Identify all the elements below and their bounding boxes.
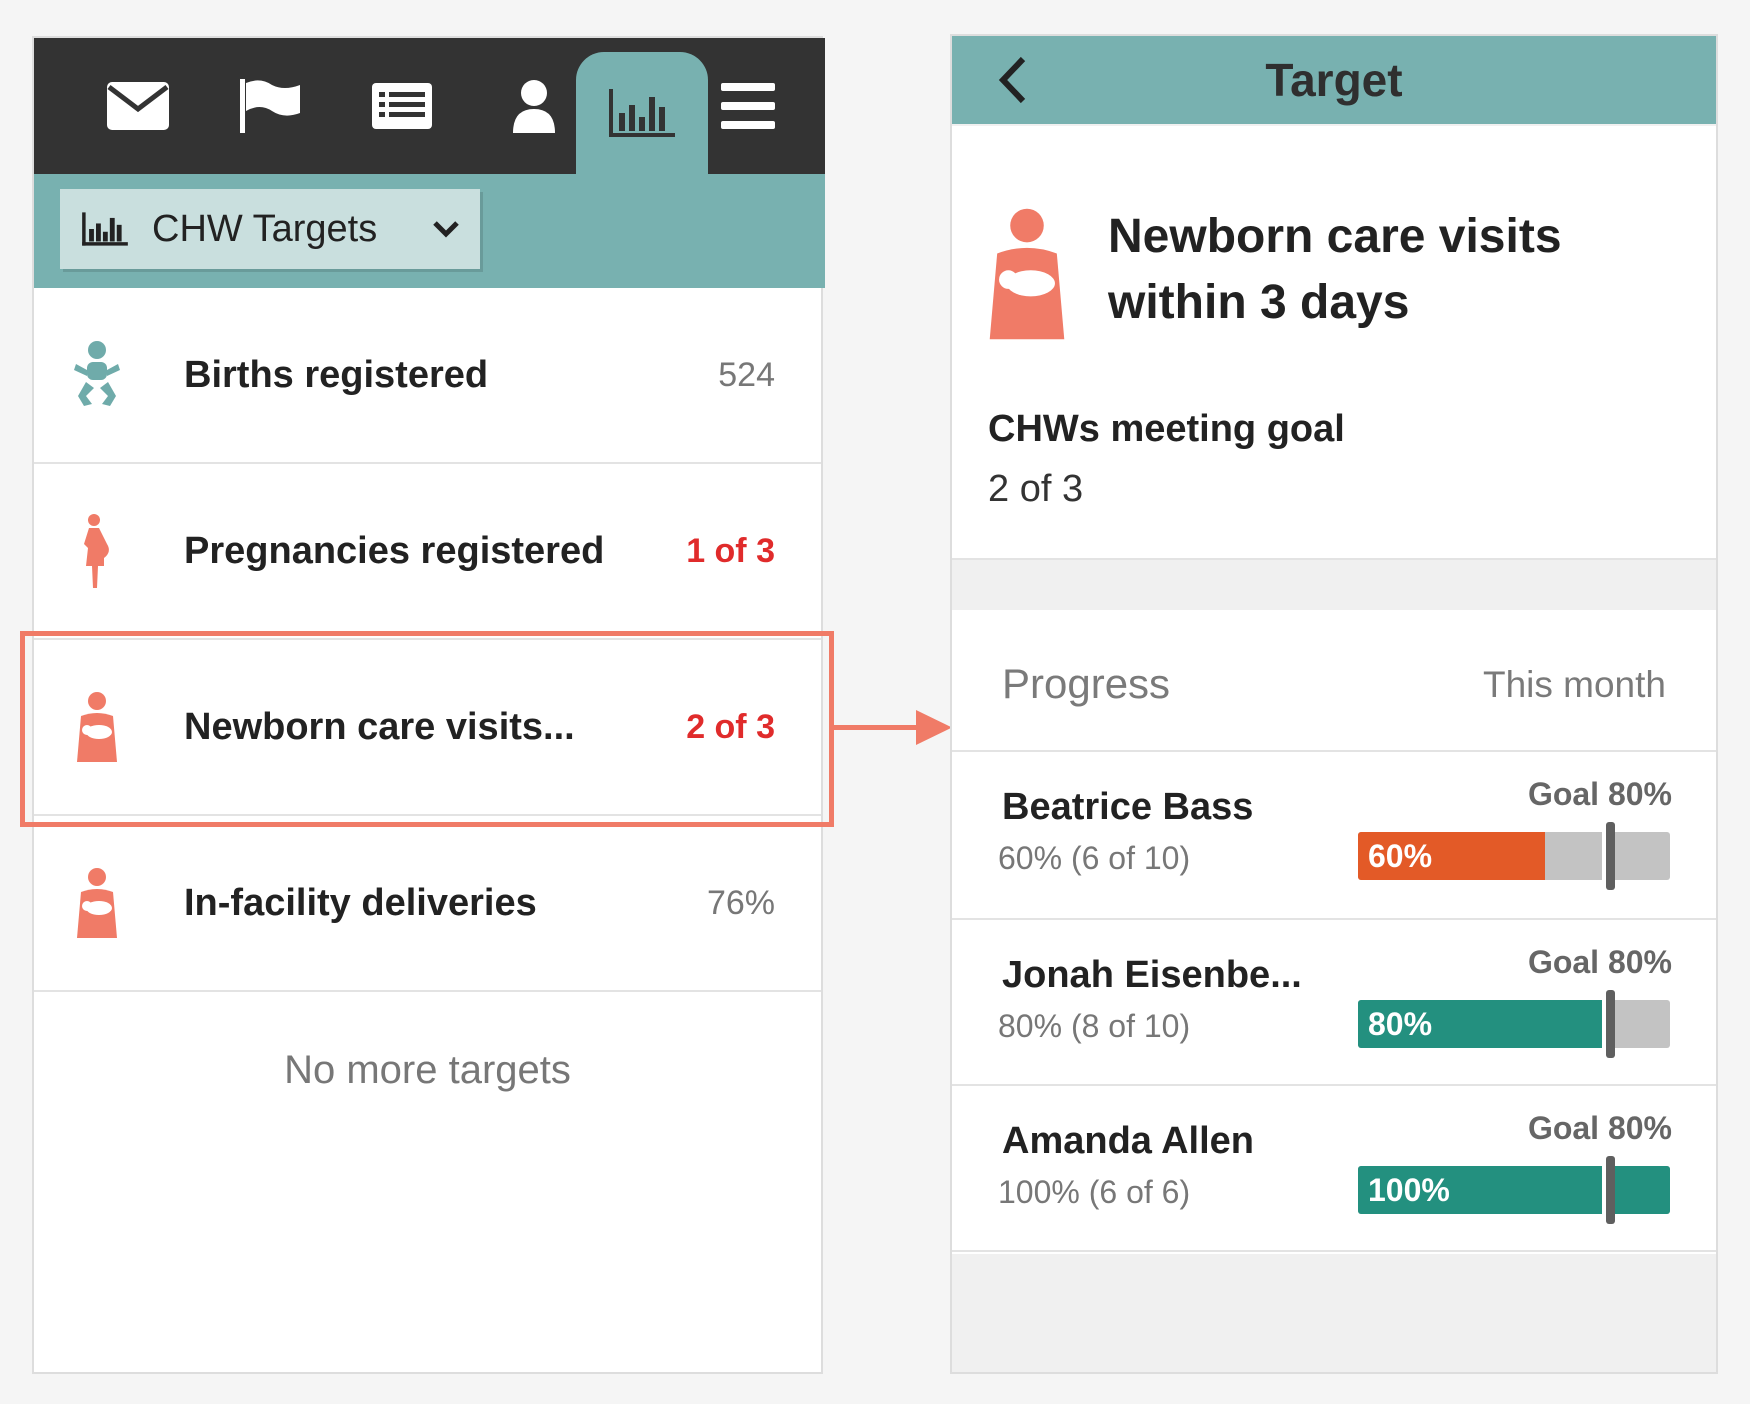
chw-name: Jonah Eisenbe... <box>1002 954 1302 996</box>
target-row-births[interactable]: Births registered 524 <box>34 288 821 464</box>
target-value: 1 of 3 <box>686 531 775 570</box>
detail-header: Target <box>952 36 1716 124</box>
goal-label: Goal 80% <box>1527 776 1672 812</box>
target-label: Births registered <box>184 353 489 396</box>
targets-list-panel: CHW Targets Births registered 524 <box>32 36 825 1374</box>
target-label: In-facility deliveries <box>184 881 537 924</box>
chevron-down-icon <box>433 221 459 238</box>
goal-gap <box>1601 832 1606 880</box>
mother-newborn-icon <box>77 692 117 762</box>
tab-people[interactable] <box>468 38 600 174</box>
mother-newborn-icon <box>989 208 1065 340</box>
bar-chart-icon <box>609 89 675 137</box>
progress-section: Progress This month Beatrice Bass 60% (6… <box>952 610 1716 1254</box>
goal-marker <box>1605 1156 1615 1224</box>
chw-name: Amanda Allen <box>1002 1120 1254 1162</box>
chw-name: Beatrice Bass <box>1002 786 1254 828</box>
report-list-icon <box>372 83 432 129</box>
chw-progress-row[interactable]: Amanda Allen 100% (6 of 6) Goal 80% 100% <box>952 1086 1716 1252</box>
progress-bar-fill: 80% <box>1358 1000 1608 1048</box>
flag-icon <box>240 79 300 133</box>
mother-newborn-icon <box>77 868 117 938</box>
person-icon <box>513 80 555 133</box>
goal-label: Goal 80% <box>1527 944 1672 980</box>
top-navigation-bar <box>34 38 825 174</box>
progress-bar-fill: 60% <box>1358 832 1546 880</box>
progress-bar: 60% <box>1358 822 1670 890</box>
meeting-goal-label: CHWs meeting goal <box>988 408 1345 450</box>
target-summary-card: Newborn care visits within 3 days CHWs m… <box>952 126 1716 560</box>
target-row-in-facility-deliveries[interactable]: In-facility deliveries 76% <box>34 816 821 992</box>
envelope-icon <box>107 82 169 130</box>
goal-gap <box>1601 1166 1606 1214</box>
target-value: 2 of 3 <box>686 707 775 746</box>
chw-progress-row[interactable]: Jonah Eisenbe... 80% (8 of 10) Goal 80% … <box>952 920 1716 1086</box>
chw-progress-detail: 80% (8 of 10) <box>998 1008 1191 1044</box>
progress-header: Progress This month <box>952 610 1716 752</box>
progress-bar-fill: 100% <box>1358 1166 1670 1214</box>
baby-icon <box>74 341 120 406</box>
goal-label: Goal 80% <box>1527 1110 1672 1146</box>
target-title: Newborn care visits within 3 days <box>1108 210 1562 329</box>
back-button[interactable] <box>986 54 1038 106</box>
chw-progress-detail: 60% (6 of 10) <box>998 840 1191 876</box>
chw-progress-detail: 100% (6 of 6) <box>998 1174 1191 1210</box>
tab-tasks[interactable] <box>204 38 336 174</box>
target-label: Pregnancies registered <box>184 529 605 572</box>
target-label: Newborn care visits... <box>184 705 575 748</box>
target-value: 76% <box>706 883 775 922</box>
tab-messages[interactable] <box>72 38 204 174</box>
progress-percent-label: 80% <box>1368 1005 1433 1042</box>
progress-bar: 100% <box>1358 1156 1670 1224</box>
meeting-goal-value: 2 of 3 <box>988 468 1084 510</box>
tab-reports[interactable] <box>336 38 468 174</box>
bar-chart-icon <box>82 212 128 246</box>
tab-menu[interactable] <box>698 38 798 174</box>
target-row-pregnancies[interactable]: Pregnancies registered 1 of 3 <box>34 464 821 640</box>
tab-targets[interactable] <box>576 52 708 174</box>
page-title: Target <box>1265 54 1403 106</box>
progress-percent-label: 60% <box>1368 837 1433 874</box>
filter-bar: CHW Targets <box>34 174 825 288</box>
period-label: This month <box>1482 664 1666 705</box>
progress-label: Progress <box>1002 660 1171 707</box>
pregnant-woman-icon <box>84 514 109 588</box>
target-filter-dropdown[interactable]: CHW Targets <box>60 189 480 269</box>
menu-icon <box>721 83 775 129</box>
no-more-targets-text: No more targets <box>284 1048 571 1092</box>
target-row-newborn-care[interactable]: Newborn care visits... 2 of 3 <box>34 640 821 816</box>
goal-gap <box>1601 1000 1606 1048</box>
chw-progress-row[interactable]: Beatrice Bass 60% (6 of 10) Goal 80% 60% <box>952 752 1716 920</box>
chevron-left-icon <box>998 56 1026 104</box>
progress-percent-label: 100% <box>1368 1171 1450 1208</box>
filter-label: CHW Targets <box>152 207 378 250</box>
target-value: 524 <box>718 355 775 394</box>
progress-bar: 80% <box>1358 990 1670 1058</box>
target-detail-panel: Target Newborn care visits within 3 days… <box>950 34 1718 1374</box>
goal-marker <box>1605 822 1615 890</box>
goal-marker <box>1605 990 1615 1058</box>
arrow-right-icon <box>834 710 952 745</box>
